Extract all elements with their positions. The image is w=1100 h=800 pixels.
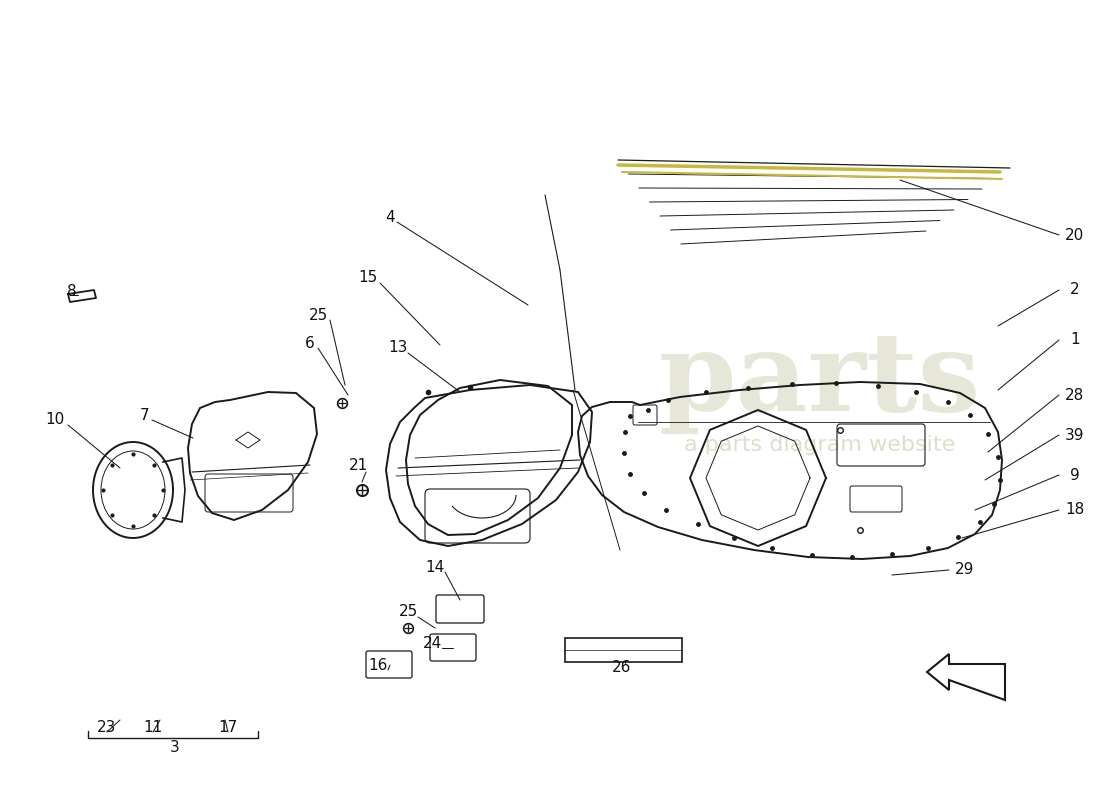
Text: 21: 21 bbox=[349, 458, 367, 474]
Text: 26: 26 bbox=[613, 661, 631, 675]
Text: 25: 25 bbox=[308, 307, 328, 322]
Text: 23: 23 bbox=[97, 721, 117, 735]
Text: 28: 28 bbox=[1066, 387, 1085, 402]
Text: parts: parts bbox=[659, 326, 981, 434]
Text: 11: 11 bbox=[143, 721, 163, 735]
Text: 1: 1 bbox=[1070, 333, 1080, 347]
Text: 20: 20 bbox=[1066, 227, 1085, 242]
Text: 15: 15 bbox=[359, 270, 377, 286]
Text: 25: 25 bbox=[398, 605, 418, 619]
Text: 18: 18 bbox=[1066, 502, 1085, 518]
Text: 16: 16 bbox=[368, 658, 387, 674]
Text: 7: 7 bbox=[140, 407, 150, 422]
Text: 4: 4 bbox=[385, 210, 395, 226]
Text: 29: 29 bbox=[955, 562, 975, 578]
Text: 3: 3 bbox=[170, 741, 180, 755]
Text: 17: 17 bbox=[219, 721, 238, 735]
Text: 2: 2 bbox=[1070, 282, 1080, 298]
Text: 24: 24 bbox=[422, 635, 441, 650]
Text: 10: 10 bbox=[45, 413, 65, 427]
Text: 13: 13 bbox=[388, 341, 408, 355]
Text: 39: 39 bbox=[1065, 427, 1085, 442]
Text: a parts diagram website: a parts diagram website bbox=[684, 435, 956, 455]
Text: 9: 9 bbox=[1070, 467, 1080, 482]
Text: 8: 8 bbox=[67, 285, 77, 299]
Text: 6: 6 bbox=[305, 335, 315, 350]
Text: 14: 14 bbox=[426, 561, 444, 575]
